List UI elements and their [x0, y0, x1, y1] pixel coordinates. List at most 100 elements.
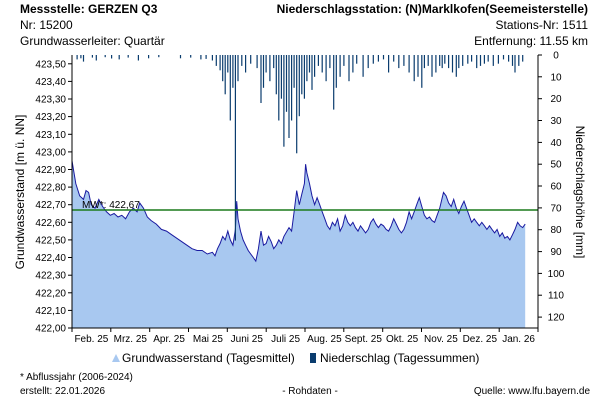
- precipitation-bar: [382, 55, 385, 60]
- precipitation-bar: [522, 55, 524, 62]
- precipitation-bar: [306, 55, 308, 82]
- y-right-tick-label: 0: [553, 51, 559, 62]
- precipitation-bar: [301, 55, 303, 95]
- y-right-tick-label: 100: [548, 269, 565, 280]
- precipitation-bar: [82, 55, 85, 62]
- precipitation-bar: [393, 55, 395, 62]
- y-right-tick-label: 10: [550, 72, 562, 83]
- x-tick-label: Feb. 25: [74, 334, 108, 345]
- legend-swatch-precipitation: [310, 353, 316, 363]
- precipitation-bar: [352, 55, 354, 73]
- precipitation-bar: [303, 55, 305, 99]
- precipitation-bar: [137, 55, 139, 61]
- y-left-tick-label: 422,20: [35, 288, 66, 299]
- y-right-tick-label: 20: [550, 94, 562, 105]
- x-tick-label: Apr. 25: [153, 334, 185, 345]
- precipitation-bar: [118, 55, 120, 60]
- precipitation-bar: [158, 55, 160, 58]
- precipitation-bar: [441, 55, 443, 69]
- precipitation-bar: [311, 55, 313, 90]
- legend-swatch-groundwater: [112, 354, 120, 362]
- precipitation-bar: [190, 55, 192, 58]
- precipitation-bar: [444, 55, 446, 64]
- y-left-tick-label: 423,10: [35, 130, 66, 141]
- precipitation-bar: [483, 55, 485, 64]
- precipitation-bar: [492, 55, 494, 66]
- y-left-tick-label: 423,50: [35, 59, 66, 70]
- x-tick-label: Mrz. 25: [114, 334, 148, 345]
- precipitation-bar: [476, 55, 478, 69]
- precipitation-bar: [317, 55, 319, 66]
- precipitation-bar: [232, 55, 234, 88]
- groundwater-line: [71, 160, 526, 263]
- mw-label: MW*: 422,67: [82, 200, 140, 211]
- x-tick-label: Sept. 25: [345, 334, 383, 345]
- groundwater-area-group: [71, 160, 526, 328]
- precipitation-bar: [417, 55, 419, 77]
- footer-created: erstellt: 22.01.2026: [20, 386, 105, 397]
- precipitation-bar: [448, 55, 450, 69]
- precipitation-bar: [227, 55, 229, 73]
- precipitation-bar: [148, 55, 150, 59]
- y-left-tick-label: 423,40: [35, 77, 66, 88]
- precipitation-bar: [265, 55, 267, 73]
- precipitation-bar: [403, 55, 405, 66]
- precipitation-bar: [423, 55, 425, 69]
- precipitation-bar: [296, 55, 298, 154]
- precipitation-bar: [293, 55, 295, 88]
- precipitation-bar: [314, 55, 316, 77]
- precipitation-bar: [343, 55, 345, 66]
- precipitation-bar: [325, 55, 327, 82]
- precipitation-bar: [291, 55, 293, 121]
- groundwater-area: [72, 160, 526, 328]
- station-number-right: Stations-Nr: 1511: [496, 18, 589, 32]
- precipitation-bar: [205, 55, 207, 59]
- precipitation-bar: [471, 55, 473, 62]
- precipitation-bar: [237, 55, 239, 82]
- precipitation-bar: [518, 55, 520, 66]
- y-right-tick-label: 120: [548, 313, 565, 324]
- precipitation-bar: [95, 55, 97, 61]
- precipitation-bars-group: [76, 55, 524, 241]
- precipitation-bar: [479, 55, 482, 66]
- y-left-tick-label: 422,80: [35, 183, 66, 194]
- precipitation-bar: [76, 55, 78, 60]
- y-left-tick-label: 423,20: [35, 112, 66, 123]
- x-tick-label: Aug. 25: [307, 334, 342, 345]
- precipitation-bar: [367, 55, 369, 69]
- precipitation-bar: [431, 55, 433, 77]
- precipitation-bar: [458, 55, 460, 69]
- precipitation-bar: [421, 55, 423, 88]
- precipitation-bar: [514, 55, 516, 73]
- precipitation-bar: [502, 55, 505, 60]
- x-tick-label: Juni 25: [231, 334, 264, 345]
- x-tick-label: Dez. 25: [463, 334, 498, 345]
- precipitation-bar: [388, 55, 390, 73]
- y-right-tick-label: 110: [548, 291, 564, 302]
- precipitation-bar: [377, 55, 379, 62]
- station-title-right: Niederschlagsstation: (N)Marklkofen(Seem…: [277, 2, 588, 16]
- precipitation-bar: [413, 55, 415, 82]
- precipitation-bar: [104, 55, 106, 58]
- y-left-tick-label: 422,90: [35, 165, 66, 176]
- precipitation-bar: [260, 55, 262, 103]
- mean-water-group: MW*: 422,67: [72, 200, 538, 211]
- x-tick-label: Juli 25: [271, 334, 300, 345]
- precipitation-bar: [262, 55, 265, 88]
- precipitation-bar: [280, 55, 282, 99]
- precipitation-bar: [219, 55, 221, 71]
- x-tick-label: Mai 25: [193, 334, 223, 345]
- precipitation-bar: [356, 55, 358, 64]
- x-tick-label: Okt. 25: [386, 334, 419, 345]
- precipitation-bar: [256, 55, 258, 69]
- y-left-tick-label: 423,00: [35, 147, 66, 158]
- y-right-tick-label: 70: [550, 203, 562, 214]
- precipitation-bar: [215, 55, 217, 66]
- precipitation-bar: [487, 55, 489, 62]
- precipitation-bar: [211, 55, 213, 61]
- y-right-tick-label: 60: [550, 182, 562, 193]
- legend-label-groundwater: Grundwasserstand (Tagesmittel): [122, 351, 295, 365]
- precipitation-bar: [241, 55, 243, 66]
- precipitation-bar: [455, 55, 457, 77]
- precipitation-bar: [298, 55, 300, 117]
